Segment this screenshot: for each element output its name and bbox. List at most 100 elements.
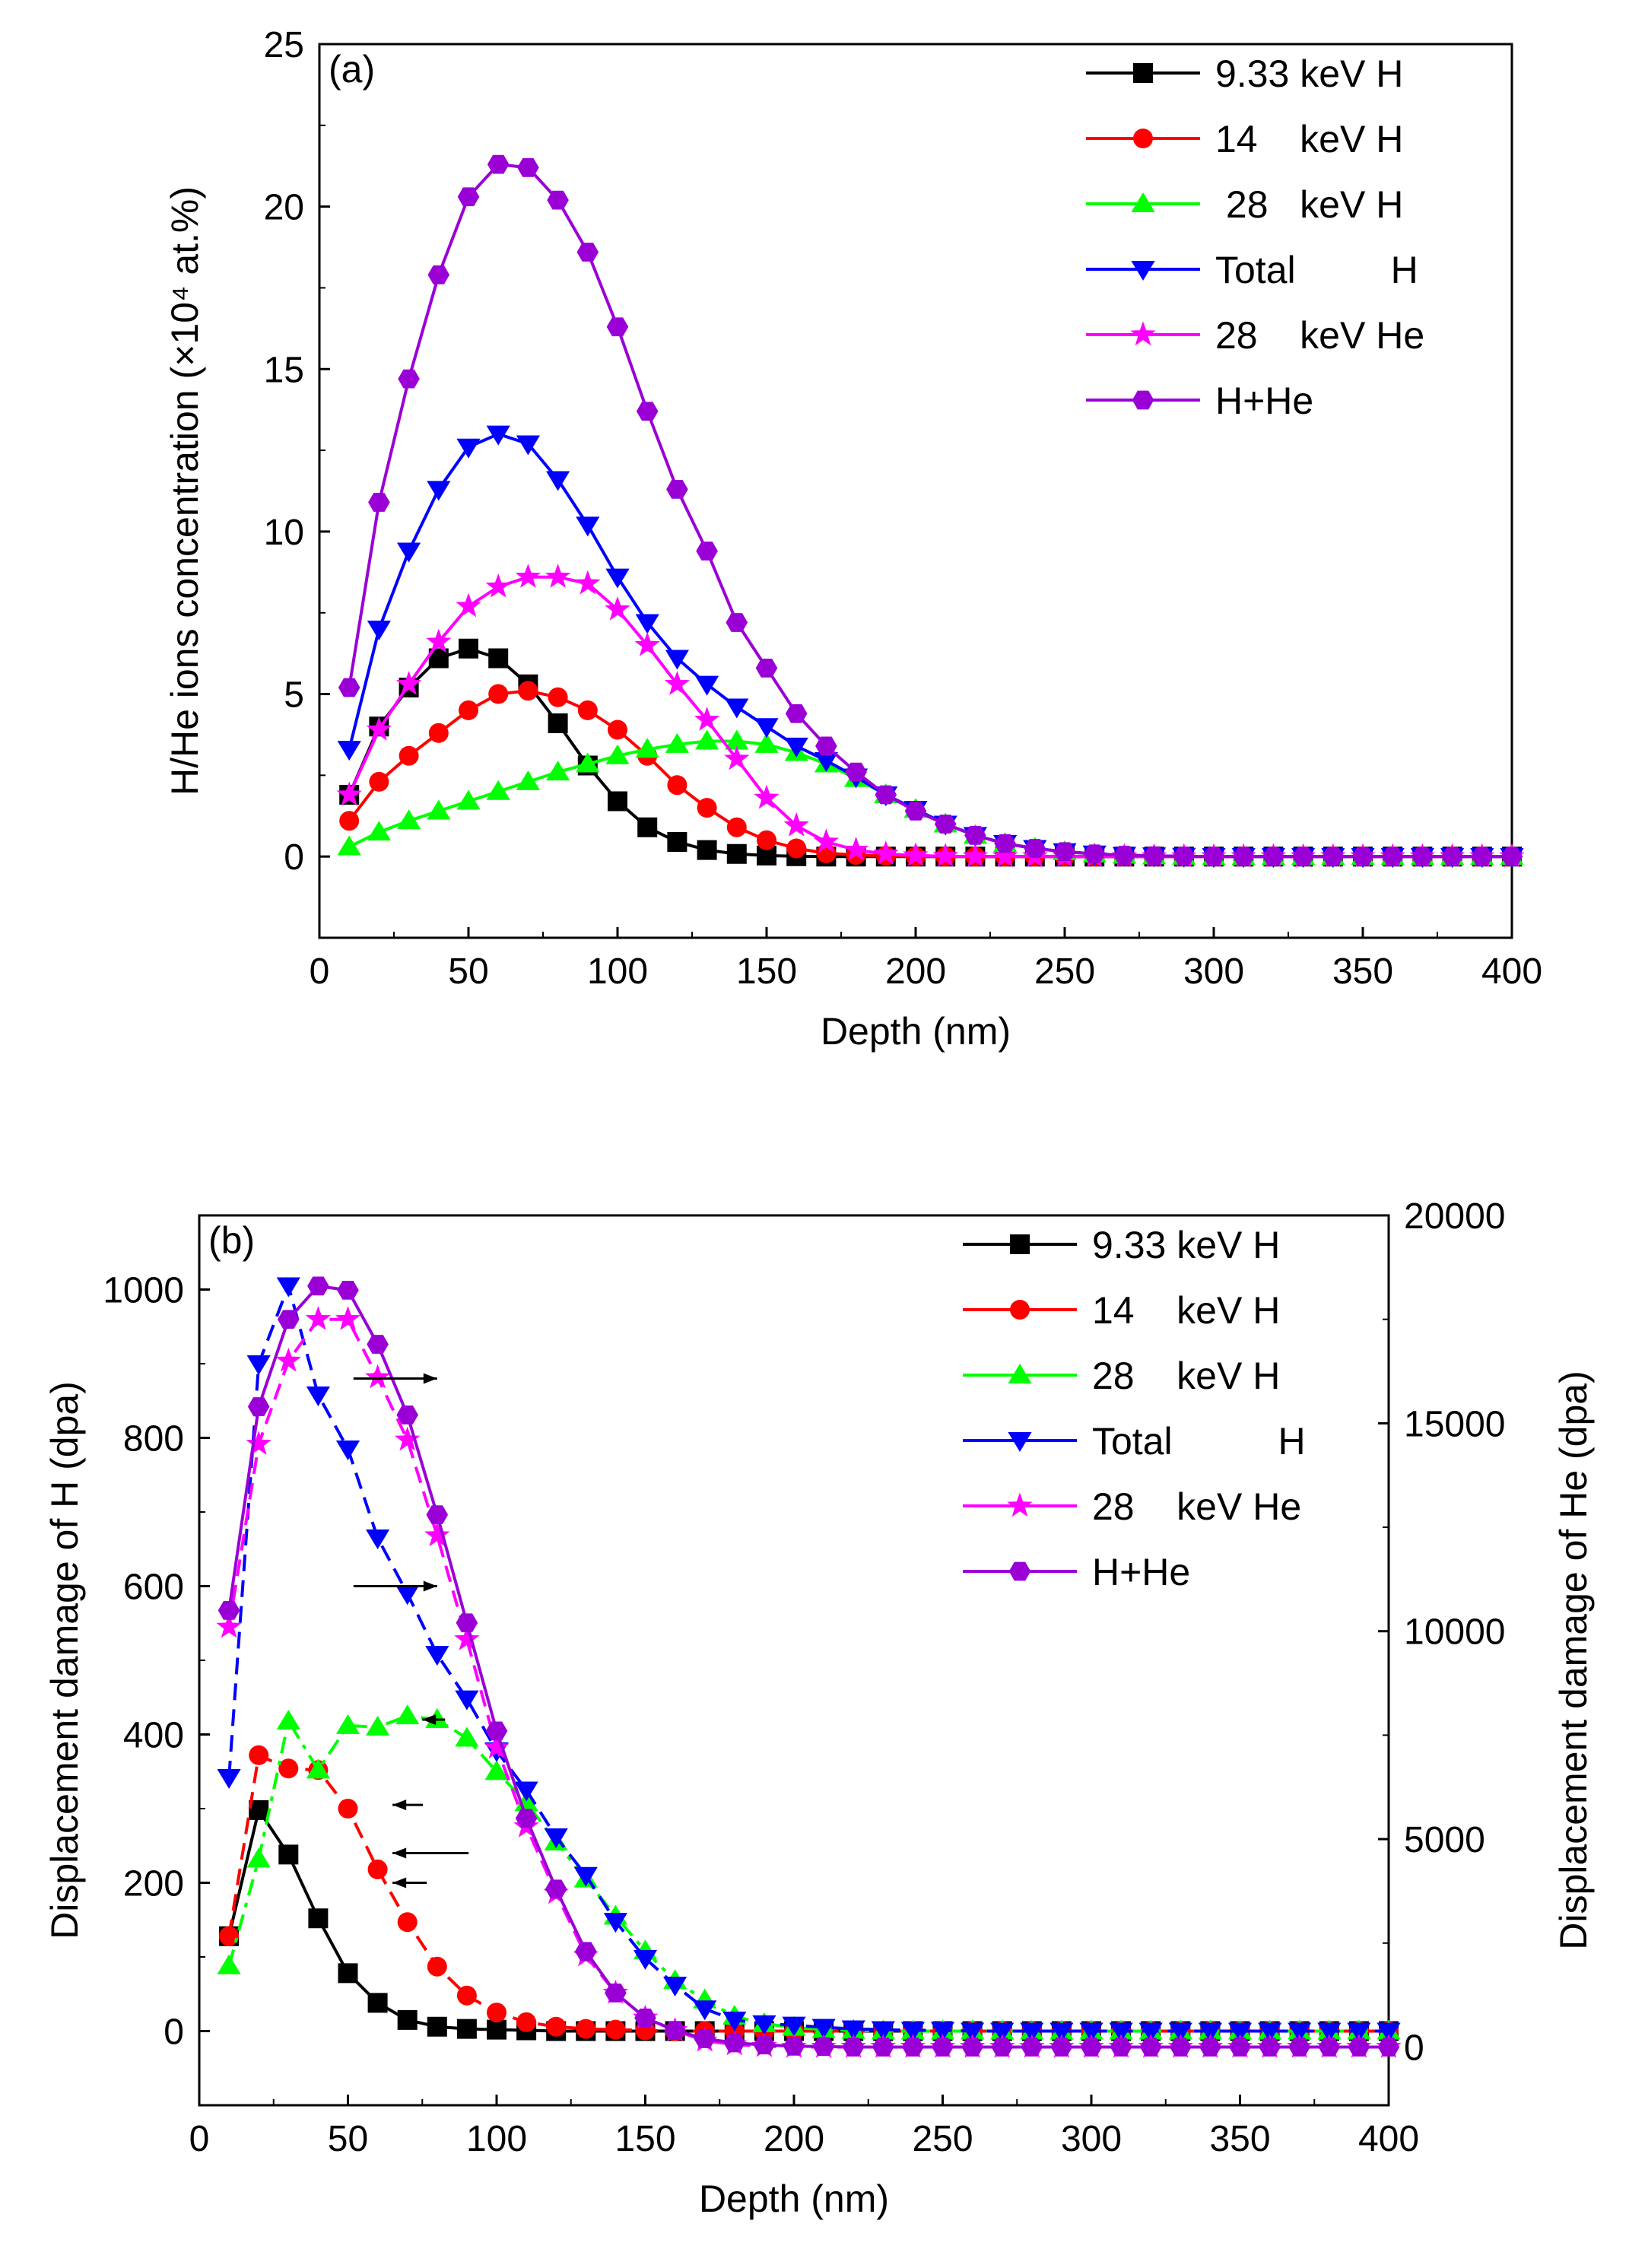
data-point — [753, 2035, 776, 2055]
data-point — [456, 1613, 478, 1633]
data-point — [249, 1799, 269, 1820]
data-point — [366, 1529, 390, 1550]
data-point — [395, 1704, 420, 1725]
legend-label: Total H — [1215, 249, 1418, 291]
data-point — [635, 614, 659, 634]
data-point — [338, 1799, 358, 1819]
data-point — [755, 659, 778, 678]
series-0 — [339, 638, 1522, 867]
data-point — [337, 741, 361, 761]
data-point — [605, 596, 630, 621]
data-point — [1292, 847, 1314, 866]
data-point — [1199, 2038, 1221, 2057]
panel-label: (a) — [329, 48, 375, 91]
data-point — [900, 2022, 925, 2042]
data-point — [337, 1281, 359, 1300]
data-point — [306, 1758, 330, 1779]
data-point — [367, 1859, 388, 1879]
data-point — [667, 832, 687, 852]
data-point — [395, 671, 422, 695]
y-right-tick-label: 10000 — [1404, 1612, 1505, 1653]
data-point — [1258, 2022, 1282, 2043]
data-point — [1471, 847, 1494, 866]
data-point — [636, 402, 659, 421]
data-point — [1198, 2022, 1222, 2043]
data-point — [278, 1310, 300, 1329]
series-line — [348, 163, 1512, 859]
legend-item: H+He — [1086, 380, 1313, 422]
data-point — [544, 1828, 568, 1849]
data-point — [219, 1926, 240, 1946]
data-point — [783, 812, 809, 837]
data-point — [396, 1406, 418, 1425]
y-tick-label: 800 — [123, 1419, 184, 1460]
y-tick-label: 0 — [164, 2012, 184, 2053]
data-point — [428, 723, 449, 743]
data-point — [785, 704, 808, 723]
data-point — [576, 2019, 596, 2039]
data-point — [694, 2029, 716, 2048]
x-tick-label: 50 — [448, 951, 488, 992]
x-tick-label: 350 — [1209, 2119, 1270, 2159]
legend-marker — [1010, 1234, 1030, 1254]
y-right-axis-label: Displacement damage of He (dpa) — [1552, 1371, 1595, 1950]
data-point — [1411, 847, 1434, 866]
y-tick-label: 600 — [123, 1568, 184, 1608]
data-point — [605, 744, 630, 764]
data-point — [664, 671, 691, 695]
data-point — [664, 2021, 686, 2040]
legend-label: 14 keV H — [1215, 118, 1403, 160]
series-0 — [219, 1799, 1399, 2041]
data-point — [246, 1847, 271, 1868]
legend-marker — [1008, 1561, 1031, 1581]
arrow-head — [392, 1799, 407, 1811]
data-point — [634, 2008, 656, 2028]
data-point — [397, 809, 421, 830]
data-point — [459, 700, 478, 720]
data-point — [1381, 847, 1404, 866]
data-point — [1170, 2038, 1192, 2057]
data-point — [962, 843, 989, 868]
x-tick-label: 250 — [912, 2119, 973, 2159]
y-right-tick-label: 15000 — [1404, 1404, 1505, 1444]
series-5 — [218, 1276, 1400, 2057]
data-point — [455, 1690, 479, 1711]
y-tick-label: 20 — [264, 188, 304, 228]
data-point — [577, 700, 598, 720]
data-point — [1113, 846, 1135, 865]
data-point — [337, 835, 361, 856]
data-point — [1262, 847, 1284, 866]
data-point — [514, 1781, 538, 1802]
series-1 — [339, 681, 1522, 867]
data-point — [1288, 2038, 1310, 2057]
annotation-arrow-left — [392, 1847, 469, 1859]
arrow-head — [423, 1580, 437, 1592]
data-point — [336, 781, 362, 806]
data-point — [516, 2012, 537, 2032]
data-point — [487, 2003, 506, 2023]
legend-item: Total H — [1086, 249, 1418, 291]
panel-a: 0 50 100 150 200 250 300 350 400 0 5 10 15 20 25 Depth … — [164, 25, 1542, 1053]
arrow-head — [392, 1847, 407, 1859]
data-point — [366, 1715, 390, 1736]
series-2 — [337, 729, 1524, 866]
data-point — [782, 2016, 806, 2037]
data-point — [932, 843, 958, 867]
x-tick-label: 100 — [466, 2119, 527, 2159]
data-point — [757, 845, 776, 866]
data-point — [306, 1386, 330, 1406]
series-3 — [337, 425, 1524, 869]
data-point — [367, 621, 391, 641]
y-tick-label: 5 — [284, 675, 304, 716]
data-point — [1021, 2038, 1043, 2057]
series-line — [227, 1714, 1389, 2033]
x-tick-label: 350 — [1332, 951, 1393, 992]
data-point — [696, 542, 718, 561]
annotation-arrow-left — [422, 1714, 446, 1725]
data-point — [811, 2019, 836, 2039]
data-point — [575, 1942, 597, 1961]
data-point — [216, 1613, 242, 1638]
data-point — [1024, 839, 1046, 858]
y-tick-label: 25 — [264, 25, 304, 65]
data-point — [217, 1769, 241, 1790]
